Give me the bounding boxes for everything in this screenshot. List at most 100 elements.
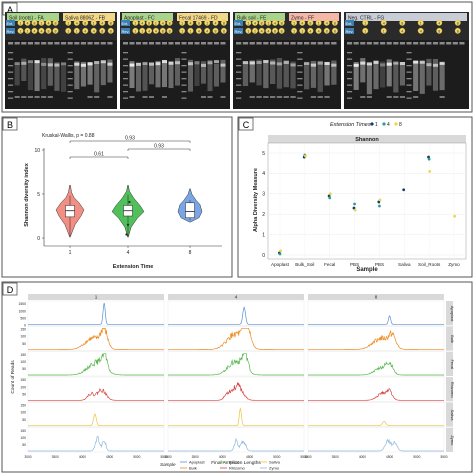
point-4-PBS — [378, 204, 381, 208]
gel-lane-number: 4 — [48, 22, 50, 26]
gel-lane-marker — [258, 19, 265, 26]
gel-lane-number: 1 — [181, 30, 183, 34]
gel-band — [249, 61, 255, 65]
gel-ladder-band — [181, 91, 187, 93]
gel-band — [155, 62, 161, 66]
gel-well — [123, 42, 128, 45]
gel-lane-number: 8 — [148, 22, 150, 26]
facet-strip-label: Shannon — [355, 137, 379, 143]
gel-well — [256, 42, 262, 45]
gel-lane-marker — [65, 19, 72, 26]
gel-band-low — [310, 96, 317, 98]
gel-band — [61, 62, 67, 66]
gel-band — [324, 61, 330, 65]
gel-band — [317, 61, 323, 65]
point-4-PBS — [353, 202, 356, 206]
gel-band-low — [94, 96, 100, 98]
x-tick-label: 1 — [69, 250, 72, 256]
gel-lane-number: 8 — [281, 22, 283, 26]
gel-rev-tag — [6, 28, 15, 34]
gel-ext-label: Ext. — [7, 21, 14, 26]
gel-ladder-band — [123, 52, 128, 54]
facet-panel — [167, 402, 305, 427]
gel-lane-number: 4 — [267, 30, 269, 34]
gel-ladder-band — [347, 65, 353, 67]
x-tick-label: 4500 — [246, 455, 253, 459]
point-8-Fecal — [328, 192, 332, 196]
column-strip-label: 8 — [375, 295, 378, 300]
y-tick-label: 50 — [22, 392, 26, 396]
length-curve-Bulk-8 — [308, 330, 444, 351]
gel-smear — [47, 58, 53, 86]
point-4-Fecal — [328, 196, 332, 200]
gel-well — [242, 42, 249, 45]
gel-lane-marker — [132, 27, 139, 34]
gel-lane-marker — [38, 19, 45, 26]
gel-well — [446, 42, 452, 45]
gel-ladder-band — [8, 65, 14, 67]
gel-band — [80, 63, 86, 67]
gel-well — [360, 42, 366, 45]
gel-band-low — [317, 96, 323, 98]
gel-lane-marker — [31, 19, 38, 26]
gel-smear — [290, 61, 296, 89]
gel-lane-marker — [417, 19, 424, 26]
gel-lane-number: 4 — [198, 30, 200, 34]
box-8 — [185, 202, 195, 219]
gel-ladder-band — [297, 58, 303, 60]
gel-lane-number: 1 — [383, 30, 385, 34]
gel-band — [439, 61, 445, 65]
gel-band-low — [87, 96, 93, 98]
x-tick-label: 3500 — [52, 455, 59, 459]
gel-well — [452, 42, 458, 45]
gel-ladder-band — [123, 65, 128, 67]
y-axis-title: Shannon diversity index — [24, 162, 30, 227]
gel-ladder-band — [297, 71, 303, 73]
y-tick-label: 50 — [22, 367, 26, 371]
gel-lane-number: 4 — [101, 22, 103, 26]
gel-lane-marker — [454, 19, 461, 26]
point-8-Bulk_Soil — [304, 154, 307, 158]
gel-ladder-band — [297, 52, 303, 54]
y-tick-label: 1500 — [18, 302, 26, 306]
gel-lane-marker — [436, 27, 443, 34]
y-tick-label: 1000 — [18, 309, 26, 313]
gel-lane-number: 1 — [27, 30, 29, 34]
gel-band — [207, 61, 213, 65]
gel-well — [94, 42, 100, 45]
gel-smear — [276, 58, 283, 89]
gel-smear — [207, 60, 213, 92]
gel-lane-number: 8 — [457, 22, 459, 26]
gel-lane-number: 1 — [67, 30, 69, 34]
gel-lane-marker — [220, 27, 227, 34]
gel-rev-tag — [234, 28, 243, 34]
gel-lane-marker — [90, 27, 97, 34]
gel-lane-marker — [99, 27, 106, 34]
gel-ext-tag — [121, 20, 130, 26]
gel-lane-number: 4 — [326, 22, 328, 26]
gel-lane-marker — [454, 27, 461, 34]
gel-smear — [162, 62, 167, 88]
gel-smear — [270, 59, 276, 84]
gel-lane-marker — [417, 27, 424, 34]
comparison-p-value: 0.93 — [154, 144, 164, 150]
y-tick-label: 3 — [262, 192, 265, 198]
gel-lane-marker — [17, 27, 24, 34]
gel-smear — [263, 60, 269, 89]
panel-a-letter: A — [7, 5, 13, 15]
gel-lane-number: 1 — [67, 22, 69, 26]
gel-lane-number: 8 — [84, 22, 86, 26]
gel-lane-number: 8 — [48, 30, 50, 34]
gel-ladder-band — [67, 65, 73, 67]
gel-smear — [393, 63, 399, 93]
gel-band — [283, 60, 289, 64]
gel-well — [87, 42, 93, 45]
gel-lane-number: 4 — [420, 30, 422, 34]
gel-ext-label: Ext. — [235, 21, 242, 26]
gel-lane-number: 8 — [223, 22, 225, 26]
gel-group-label-box — [346, 13, 467, 21]
gel-well — [107, 42, 113, 45]
gel-smear — [94, 63, 100, 93]
gel-lane-marker — [159, 27, 166, 34]
gel-group-label-box — [235, 13, 285, 21]
